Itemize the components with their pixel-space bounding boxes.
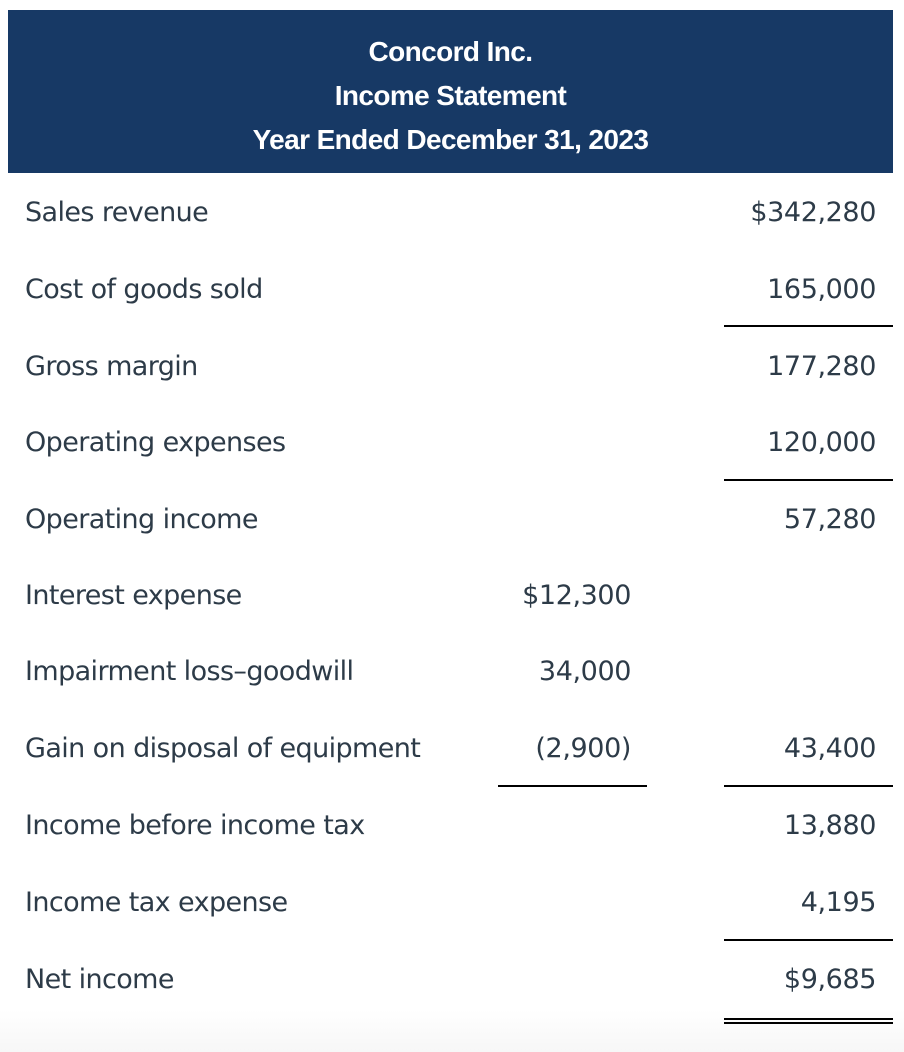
subtotal-underline	[724, 785, 893, 787]
row-income-before-tax: Income before income tax 13,880	[0, 806, 904, 846]
subtotal-underline	[724, 939, 893, 941]
row-label: Income before income tax	[25, 810, 365, 841]
row-gain-on-disposal: Gain on disposal of equipment (2,900) 43…	[0, 729, 904, 769]
statement-header: Concord Inc. Income Statement Year Ended…	[8, 10, 893, 173]
row-total-value: $9,685	[783, 964, 876, 995]
row-label: Impairment loss–goodwill	[25, 656, 354, 687]
row-detail-value: $12,300	[522, 580, 631, 611]
row-gross-margin: Gross margin 177,280	[0, 347, 904, 387]
company-name: Concord Inc.	[368, 36, 534, 67]
row-label: Operating expenses	[25, 427, 286, 458]
row-label: Operating income	[25, 504, 258, 535]
row-label: Sales revenue	[25, 197, 209, 228]
row-detail-value: (2,900)	[535, 733, 631, 764]
row-interest-expense: Interest expense $12,300	[0, 576, 904, 616]
row-income-tax-expense: Income tax expense 4,195	[0, 883, 904, 923]
row-detail-value: 34,000	[538, 656, 631, 687]
row-label: Net income	[25, 964, 174, 995]
row-label: Gross margin	[25, 351, 198, 382]
row-label: Interest expense	[25, 580, 242, 611]
row-total-value: 13,880	[783, 810, 876, 841]
row-impairment-loss-goodwill: Impairment loss–goodwill 34,000	[0, 652, 904, 692]
statement-title: Income Statement	[334, 80, 567, 111]
row-operating-expenses: Operating expenses 120,000	[0, 423, 904, 463]
net-income-double-underline	[724, 1018, 893, 1024]
row-label: Gain on disposal of equipment	[25, 733, 421, 764]
row-total-value: 57,280	[783, 504, 876, 535]
row-label: Income tax expense	[25, 887, 288, 918]
row-sales-revenue: Sales revenue $342,280	[0, 193, 904, 233]
row-net-income: Net income $9,685	[0, 960, 904, 1000]
row-total-value: 177,280	[767, 351, 876, 382]
row-total-value: $342,280	[750, 197, 876, 228]
row-total-value: 120,000	[767, 427, 876, 458]
row-total-value: 43,400	[783, 733, 876, 764]
row-label: Cost of goods sold	[25, 274, 263, 305]
detail-underline	[498, 785, 647, 787]
row-total-value: 4,195	[800, 887, 877, 918]
subtotal-underline	[724, 479, 893, 481]
statement-period: Year Ended December 31, 2023	[252, 124, 649, 155]
row-cost-of-goods-sold: Cost of goods sold 165,000	[0, 270, 904, 310]
row-total-value: 165,000	[767, 274, 876, 305]
subtotal-underline	[724, 325, 893, 327]
row-operating-income: Operating income 57,280	[0, 500, 904, 540]
